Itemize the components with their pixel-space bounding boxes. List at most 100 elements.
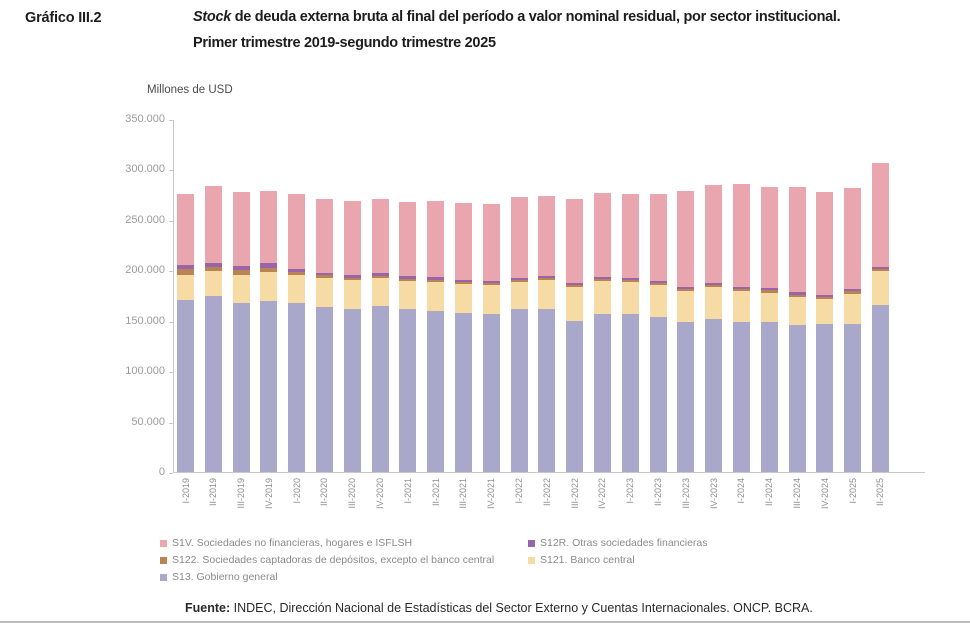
bar-segment-S122 [343,277,361,281]
bar-III-2019: III-2019 [232,120,250,509]
legend-item-S122: S122. Sociedades captadoras de depósitos… [160,554,528,566]
bar-segment-S122 [788,294,806,297]
figure-label: Gráfico III.2 [25,10,102,26]
y-axis-tick-label: 300.000 [125,163,165,176]
x-axis-tick-label: I-2019 [180,478,191,504]
bar-segment-S12R [427,277,445,280]
bar-segment-S121 [454,284,472,313]
x-axis-tick-label: II-2024 [764,478,775,507]
bar-segment-S12R [204,262,222,267]
bar-I-2025: I-2025 [844,120,862,504]
x-axis-tick-label: II-2020 [319,478,330,507]
bar-IV-2020: IV-2020 [371,120,389,509]
bar-segment-S122 [844,291,862,294]
x-axis-tick-label: III-2024 [792,478,803,509]
bar-segment-S121 [871,271,889,305]
legend-item-S1V: S1V. Sociedades no financieras, hogares … [160,537,528,549]
chart-title-line2: Primer trimestre 2019-segundo trimestre … [193,34,496,51]
bar-segment-S122 [760,290,778,293]
bar-segment-S13 [204,295,222,472]
bar-segment-S121 [621,282,639,314]
bar-I-2021: I-2021 [399,120,417,504]
bar-IV-2021: IV-2021 [482,120,500,509]
bar-segment-S122 [566,285,584,288]
x-axis-tick-label: II-2025 [875,478,886,507]
y-axis-tick-mark [169,422,173,424]
y-axis-tick-mark [169,220,173,222]
bar-segment-S1V [705,185,723,284]
bar-segment-S1V [399,201,417,277]
x-axis-tick-label: IV-2023 [708,478,719,510]
bar-segment-S13 [677,321,695,472]
legend-swatch-S1V [160,539,167,547]
bar-segment-S12R [399,276,417,279]
bar-segment-S12R [621,278,639,281]
bar-IV-2022: IV-2022 [593,120,611,509]
bar-segment-S13 [399,308,417,472]
bar-segment-S12R [538,276,556,279]
bar-IV-2023: IV-2023 [705,120,723,509]
legend-item-S12R: S12R. Otras sociedades financieras [528,537,708,549]
bar-II-2022: II-2022 [538,120,556,506]
bar-segment-S12R [760,288,778,291]
bar-segment-S13 [593,313,611,472]
bar-II-2019: II-2019 [204,120,222,506]
bar-I-2023: I-2023 [621,120,639,504]
bar-segment-S122 [427,279,445,283]
bar-II-2021: II-2021 [427,120,445,506]
chart-title-rest: de deuda externa bruta al final del perí… [231,9,841,25]
y-axis-tick-label: 0 [158,466,165,478]
source-text: INDEC, Dirección Nacional de Estadística… [230,601,813,615]
bar-segment-S1V [371,199,389,274]
bar-segment-S1V [760,187,778,289]
bar-segment-S122 [649,283,667,286]
bar-segment-S12R [177,265,194,270]
x-axis-tick-label: II-2022 [541,478,552,507]
bar-IV-2024: IV-2024 [816,120,834,509]
bar-segment-S13 [315,306,333,472]
x-axis-tick-label: I-2025 [847,478,858,504]
bar-segment-S122 [593,279,611,282]
bar-II-2023: II-2023 [649,120,667,506]
bar-segment-S12R [510,278,528,281]
bar-segment-S121 [510,282,528,309]
bar-III-2021: III-2021 [454,120,472,509]
x-axis-tick-label: II-2023 [653,478,664,507]
y-axis-tick-label: 250.000 [125,213,165,226]
bar-segment-S121 [315,278,333,307]
bar-I-2020: I-2020 [288,120,306,504]
bar-III-2024: III-2024 [788,120,806,509]
x-axis-tick-label: I-2021 [402,478,413,504]
bar-segment-S12R [844,289,862,292]
x-axis-tick-label: III-2019 [236,478,247,509]
chart-title: Stock de deuda externa bruta al final de… [193,10,953,50]
bar-segment-S12R [288,269,306,272]
bar-segment-S13 [816,323,834,472]
y-axis-tick-mark [169,170,173,172]
legend-label-S13: S13. Gobierno general [172,571,278,583]
bar-segment-S1V [649,193,667,282]
x-axis-tick-label: II-2019 [208,478,219,507]
bar-segment-S121 [566,287,584,321]
y-axis-tick-mark [169,120,173,121]
bar-segment-S1V [566,199,584,284]
bar-segment-S121 [232,275,250,303]
bar-segment-S121 [705,287,723,319]
bar-segment-S122 [732,289,750,292]
bar-segment-S121 [760,292,778,322]
bar-segment-S1V [343,201,361,276]
bar-segment-S1V [315,198,333,273]
bar-segment-S122 [204,266,222,272]
bar-segment-S13 [371,305,389,472]
bar-segment-S1V [844,188,862,290]
x-axis-tick-label: I-2020 [291,478,302,504]
y-axis-tick-label: 200.000 [125,264,165,277]
x-axis-tick-label: IV-2019 [263,478,274,510]
bar-segment-S122 [454,281,472,285]
x-axis-tick-label: IV-2022 [597,478,608,510]
chart-title-italic-word: Stock [193,9,231,25]
x-axis-tick-label: I-2024 [736,478,747,504]
x-axis-tick-label: I-2023 [625,478,636,504]
bar-segment-S12R [232,265,250,271]
legend-swatch-S121 [528,556,535,564]
